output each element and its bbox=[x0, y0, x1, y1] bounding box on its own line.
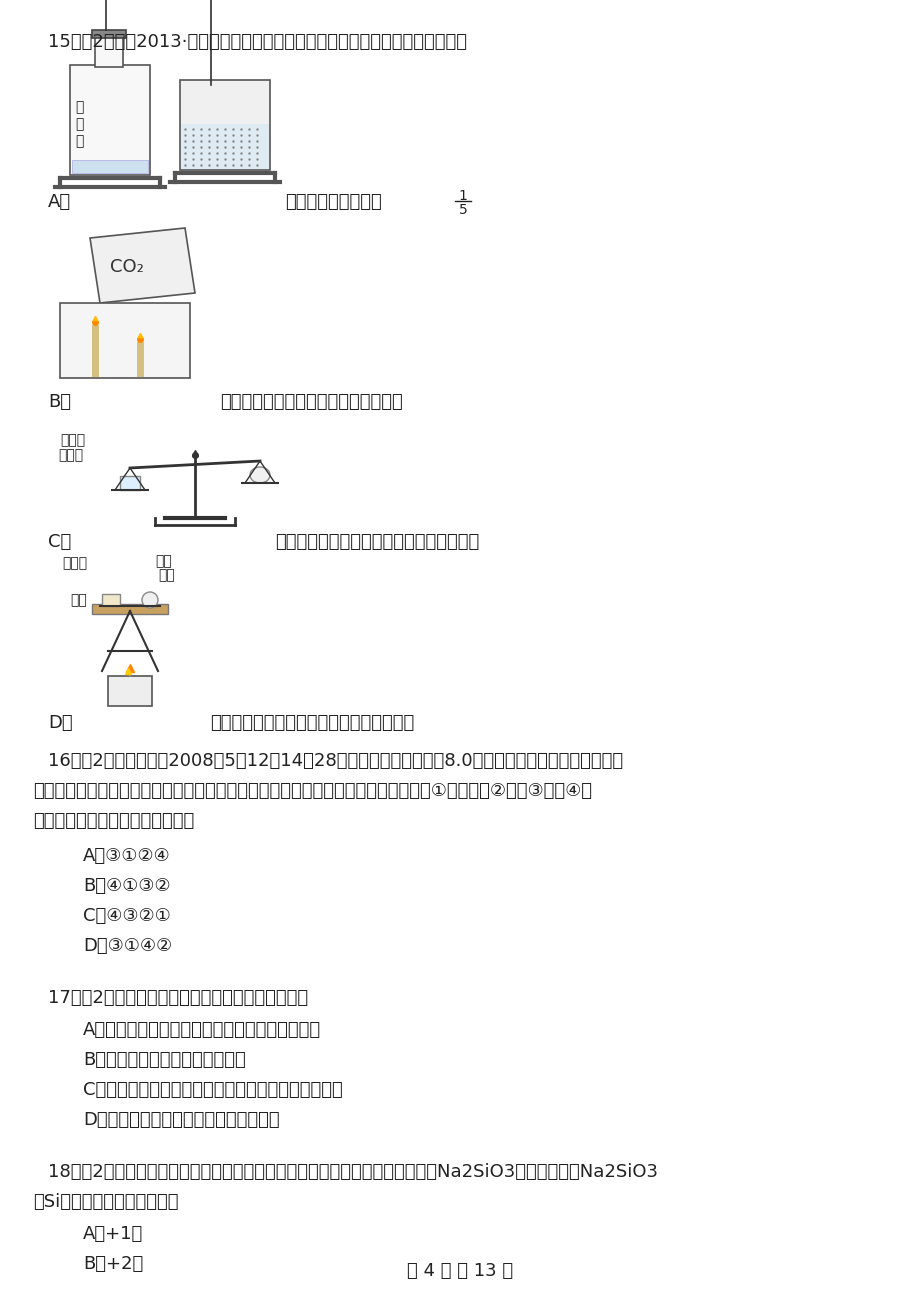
Text: 乒乓: 乒乓 bbox=[154, 553, 172, 568]
Text: B．+2价: B．+2价 bbox=[83, 1255, 143, 1273]
Text: 16．（2分）北京时间2008年5月12日14时28分，在四川汶川县发生8.0级地震，给广大灾区人民群众造: 16．（2分）北京时间2008年5月12日14时28分，在四川汶川县发生8.0级… bbox=[48, 753, 622, 769]
Text: A．: A． bbox=[48, 193, 71, 211]
Bar bbox=[108, 676, 152, 706]
Text: 天平不平衡说明该反应不遵守质量守恒定律: 天平不平衡说明该反应不遵守质量守恒定律 bbox=[275, 533, 479, 551]
Text: A．+1价: A．+1价 bbox=[83, 1225, 143, 1243]
Bar bbox=[181, 124, 268, 169]
Bar bbox=[72, 160, 148, 173]
Text: 燃烧条件之一是温度需达到可燃物的着火点: 燃烧条件之一是温度需达到可燃物的着火点 bbox=[210, 713, 414, 732]
Text: 然沉降，较合理的顺序为（　　）: 然沉降，较合理的顺序为（ ） bbox=[33, 812, 194, 829]
Text: C．: C． bbox=[48, 533, 71, 551]
Ellipse shape bbox=[250, 467, 269, 483]
Text: 二氧化碳的密度比空气大且不支持燃烧: 二氧化碳的密度比空气大且不支持燃烧 bbox=[220, 393, 403, 411]
Text: 18．（2分）雪灾对我国南方的电力、交通造成很大的危害，有一种融雪剂含有Na2SiO3（硅酸钠），Na2SiO3: 18．（2分）雪灾对我国南方的电力、交通造成很大的危害，有一种融雪剂含有Na2S… bbox=[48, 1163, 657, 1181]
Polygon shape bbox=[90, 228, 195, 303]
Text: 第 4 页 共 13 页: 第 4 页 共 13 页 bbox=[406, 1262, 513, 1280]
Circle shape bbox=[142, 592, 158, 608]
Text: 5: 5 bbox=[459, 203, 467, 217]
Text: A．③①②④: A．③①②④ bbox=[83, 848, 170, 865]
Bar bbox=[95, 35, 123, 66]
Bar bbox=[119, 477, 140, 490]
Bar bbox=[70, 65, 150, 174]
Text: 小苏打: 小苏打 bbox=[58, 448, 83, 462]
Text: D．二氧化碳是由碳元素和氧元素组成的: D．二氧化碳是由碳元素和氧元素组成的 bbox=[83, 1111, 279, 1129]
Bar bbox=[180, 79, 269, 171]
Text: 1: 1 bbox=[458, 189, 467, 203]
Text: 中Si元素的化合价为（　　）: 中Si元素的化合价为（ ） bbox=[33, 1193, 178, 1211]
Text: 铜片: 铜片 bbox=[70, 592, 86, 607]
Text: 红: 红 bbox=[75, 100, 84, 115]
Bar bbox=[102, 594, 119, 605]
Text: C．二氧化碳分子是由一个碳元素和两个氧元素构成的: C．二氧化碳分子是由一个碳元素和两个氧元素构成的 bbox=[83, 1081, 343, 1099]
Text: 氧气约占空气体积的: 氧气约占空气体积的 bbox=[285, 193, 381, 211]
Text: A．二氧化碳是由一个碳元素和两个氧元素组成的: A．二氧化碳是由一个碳元素和两个氧元素组成的 bbox=[83, 1021, 321, 1039]
Text: 稀硫酸: 稀硫酸 bbox=[60, 434, 85, 447]
Text: 成巨大的损失．在灾区为防止疾病传染，需对河水处理后方可饮用．常用的措施有：①加热煮沸②消毒③过滤④自: 成巨大的损失．在灾区为防止疾病传染，需对河水处理后方可饮用．常用的措施有：①加热… bbox=[33, 783, 591, 799]
Text: B．④①③②: B．④①③② bbox=[83, 878, 170, 894]
Text: 球片: 球片 bbox=[158, 568, 175, 582]
Bar bbox=[92, 30, 126, 38]
Text: 17．（2分）关于二氧化碳的叙述正确的是（　　）: 17．（2分）关于二氧化碳的叙述正确的是（ ） bbox=[48, 990, 308, 1006]
Text: 水: 水 bbox=[75, 134, 84, 148]
Bar bbox=[92, 604, 168, 615]
Text: D．③①④②: D．③①④② bbox=[83, 937, 172, 954]
Text: B．: B． bbox=[48, 393, 71, 411]
Text: 15．（2分）（2013·河南）如图所示实验所得出的结论中，不正确的是（　　）: 15．（2分）（2013·河南）如图所示实验所得出的结论中，不正确的是（ ） bbox=[48, 33, 467, 51]
Text: D．: D． bbox=[48, 713, 73, 732]
Text: C．④③②①: C．④③②① bbox=[83, 907, 171, 924]
Bar bbox=[60, 303, 190, 378]
Text: B．二氧化碳是由碳和氧气组成的: B．二氧化碳是由碳和氧气组成的 bbox=[83, 1051, 245, 1069]
Text: CO₂: CO₂ bbox=[110, 258, 143, 276]
Text: 磷: 磷 bbox=[75, 117, 84, 132]
Text: 滤纸片: 滤纸片 bbox=[62, 556, 87, 570]
